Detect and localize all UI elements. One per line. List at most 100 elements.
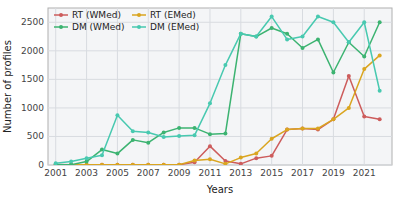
tick-label: 500 bbox=[27, 131, 44, 141]
data-point bbox=[115, 113, 119, 117]
data-point bbox=[254, 152, 258, 156]
data-point bbox=[378, 89, 382, 93]
legend-marker bbox=[59, 13, 63, 17]
tick-label: 2017 bbox=[291, 168, 314, 178]
series-line bbox=[56, 17, 380, 164]
tick-label: 2021 bbox=[353, 168, 376, 178]
data-point bbox=[301, 35, 305, 39]
data-point bbox=[162, 163, 166, 165]
data-point bbox=[146, 141, 150, 145]
data-point bbox=[316, 15, 320, 19]
data-point bbox=[162, 135, 166, 139]
legend-label: RT (WMed) bbox=[72, 10, 121, 20]
tick-label: 2015 bbox=[260, 168, 283, 178]
data-point bbox=[270, 154, 274, 158]
data-point bbox=[239, 32, 243, 36]
data-point bbox=[254, 156, 258, 160]
grid-line bbox=[48, 107, 392, 108]
tick-label: 2500 bbox=[21, 17, 44, 27]
series-group bbox=[54, 15, 382, 165]
data-point bbox=[146, 163, 150, 165]
data-point bbox=[131, 138, 135, 142]
data-point bbox=[131, 129, 135, 133]
data-point bbox=[347, 74, 351, 78]
data-point bbox=[177, 163, 181, 165]
data-point bbox=[100, 163, 104, 165]
tick-label: 2000 bbox=[21, 46, 44, 56]
legend-label: RT (EMed) bbox=[150, 10, 196, 20]
tick-label: 2013 bbox=[229, 168, 252, 178]
data-point bbox=[301, 126, 305, 130]
tick-label: 2019 bbox=[322, 168, 345, 178]
data-point bbox=[85, 156, 89, 160]
data-point bbox=[239, 32, 243, 36]
data-point bbox=[347, 40, 351, 44]
data-point bbox=[378, 117, 382, 121]
grid-line bbox=[240, 8, 241, 165]
grid-line bbox=[333, 8, 334, 165]
y-axis-label: Number of profiles bbox=[2, 40, 13, 133]
chart: 0500100015002000250020012003200520072009… bbox=[0, 0, 400, 197]
tick-label: 2003 bbox=[75, 168, 98, 178]
tick-label: 2007 bbox=[137, 168, 160, 178]
data-point bbox=[316, 37, 320, 41]
tick-label: 2005 bbox=[106, 168, 129, 178]
plot-area bbox=[48, 8, 392, 165]
series-line bbox=[56, 22, 380, 164]
grid-line bbox=[209, 8, 210, 165]
grid-line bbox=[302, 8, 303, 165]
legend: RT (WMed) RT (EMed) DM (WMed) DM (EMed) bbox=[54, 10, 199, 32]
legend-label: DM (WMed) bbox=[72, 22, 125, 32]
data-point bbox=[193, 133, 197, 137]
data-point bbox=[208, 132, 212, 136]
grid-line bbox=[55, 8, 56, 165]
data-point bbox=[270, 26, 274, 30]
data-point bbox=[331, 71, 335, 75]
data-point bbox=[347, 40, 351, 44]
data-point bbox=[177, 126, 181, 130]
data-point bbox=[362, 67, 366, 71]
data-point bbox=[331, 117, 335, 121]
data-point bbox=[270, 137, 274, 141]
data-point bbox=[146, 163, 150, 165]
legend-marker bbox=[137, 25, 141, 29]
data-point bbox=[254, 35, 258, 39]
data-point bbox=[223, 132, 227, 136]
data-point bbox=[378, 53, 382, 57]
data-point bbox=[208, 157, 212, 161]
data-point bbox=[301, 126, 305, 130]
data-point bbox=[285, 128, 289, 132]
data-point bbox=[146, 130, 150, 134]
data-point bbox=[347, 106, 351, 110]
legend-label: DM (EMed) bbox=[150, 22, 199, 32]
grid-line bbox=[48, 50, 392, 51]
x-axis-label: Years bbox=[206, 184, 233, 195]
data-point bbox=[362, 114, 366, 118]
tick-label: 1500 bbox=[21, 74, 44, 84]
data-point bbox=[362, 55, 366, 59]
data-point bbox=[100, 153, 104, 157]
data-point bbox=[131, 163, 135, 165]
data-point bbox=[69, 160, 73, 164]
data-point bbox=[193, 158, 197, 162]
data-point bbox=[193, 126, 197, 130]
data-point bbox=[301, 46, 305, 50]
data-point bbox=[131, 163, 135, 165]
tick-label: 2009 bbox=[168, 168, 191, 178]
data-point bbox=[223, 63, 227, 67]
data-point bbox=[316, 126, 320, 130]
data-point bbox=[285, 37, 289, 41]
data-point bbox=[177, 134, 181, 138]
data-point bbox=[162, 163, 166, 165]
data-point bbox=[254, 35, 258, 39]
grid-line bbox=[271, 8, 272, 165]
data-point bbox=[331, 117, 335, 121]
data-point bbox=[378, 20, 382, 24]
data-point bbox=[239, 162, 243, 165]
data-point bbox=[285, 32, 289, 36]
data-point bbox=[115, 163, 119, 165]
data-point bbox=[162, 130, 166, 134]
tick-label: 2001 bbox=[44, 168, 67, 178]
data-point bbox=[208, 101, 212, 105]
grid-line bbox=[364, 8, 365, 165]
